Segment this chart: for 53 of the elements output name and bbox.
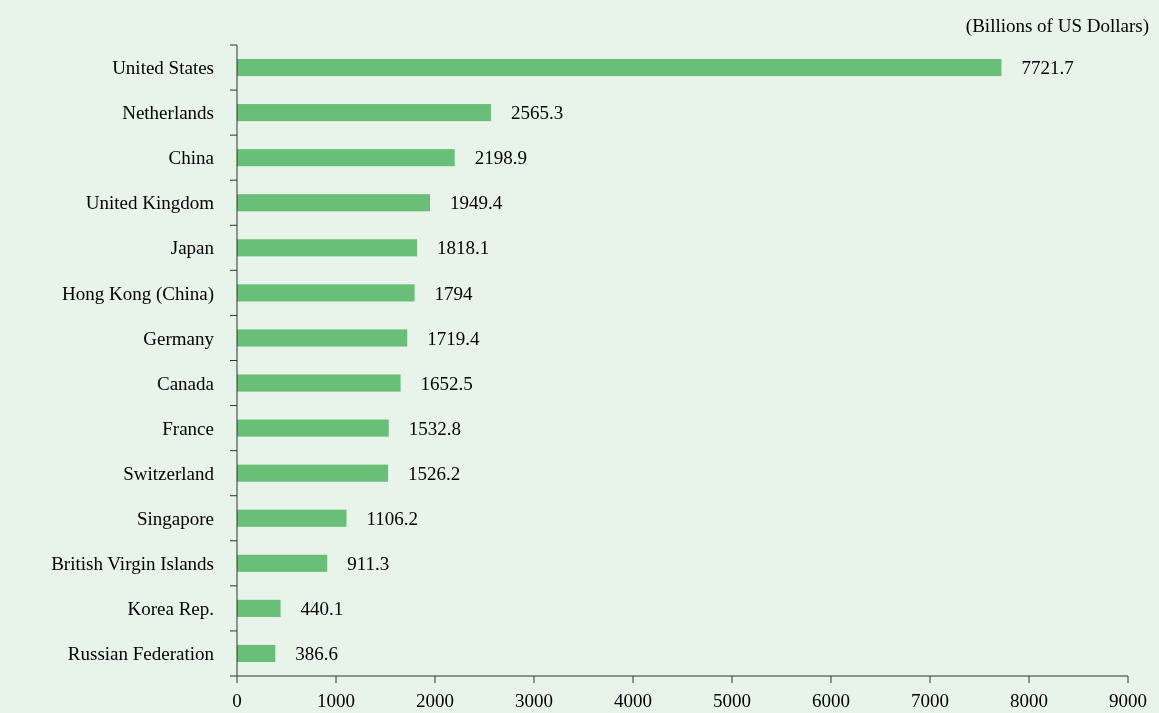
data-label: 440.1 (300, 598, 344, 620)
bar (237, 104, 491, 122)
y-tick-label: Hong Kong (China) (62, 282, 214, 305)
bar (237, 284, 415, 302)
data-label: 7721.7 (1021, 57, 1074, 79)
x-tick-label: 7000 (911, 690, 949, 711)
bar (237, 419, 389, 437)
data-label: 1532.8 (408, 417, 461, 439)
bar (237, 149, 455, 167)
y-tick-label: Singapore (136, 507, 214, 529)
y-tick-label: France (162, 417, 214, 439)
data-label: 2565.3 (510, 102, 564, 124)
data-label: 386.6 (295, 643, 339, 665)
data-label: 2198.9 (474, 147, 527, 169)
x-tick-label: 3000 (515, 690, 553, 711)
bar (237, 239, 417, 257)
y-tick-label: Korea Rep. (127, 598, 214, 620)
y-tick-label: United States (112, 57, 214, 79)
x-tick-label: 9000 (1109, 690, 1147, 711)
bar (237, 554, 328, 572)
y-tick-label: China (168, 147, 215, 169)
x-tick-label: 0 (232, 690, 242, 711)
data-label: 1526.2 (408, 462, 461, 484)
x-tick-label: 1000 (317, 690, 355, 711)
y-tick-label: Germany (143, 327, 215, 349)
y-tick-label: Netherlands (122, 102, 214, 124)
bar (237, 509, 347, 527)
bar (237, 644, 276, 663)
data-label: 1818.1 (436, 237, 490, 259)
data-label: 1106.2 (366, 507, 419, 529)
data-label: 1719.4 (427, 327, 480, 349)
y-tick-label: British Virgin Islands (51, 552, 214, 574)
bar (237, 58, 1002, 77)
x-tick-label: 2000 (416, 690, 454, 711)
y-tick-label: United Kingdom (85, 192, 215, 214)
x-tick-label: 4000 (614, 690, 652, 711)
x-tick-label: 5000 (713, 690, 751, 711)
bar (237, 599, 281, 617)
y-tick-label: Canada (157, 372, 215, 394)
data-label: 1652.5 (420, 372, 473, 394)
bar (237, 194, 430, 212)
bar (237, 374, 401, 392)
x-tick-label: 6000 (812, 690, 850, 711)
x-axis-title: (Billions of US Dollars) (965, 15, 1149, 37)
y-tick-label: Russian Federation (67, 643, 215, 665)
bar (237, 464, 389, 482)
data-label: 1794 (434, 282, 474, 304)
data-label: 1949.4 (449, 192, 503, 214)
x-tick-label: 8000 (1010, 690, 1048, 711)
y-tick-label: Switzerland (123, 462, 215, 484)
data-label: 911.3 (347, 552, 390, 574)
bar (237, 329, 408, 347)
y-tick-label: Japan (170, 237, 215, 259)
